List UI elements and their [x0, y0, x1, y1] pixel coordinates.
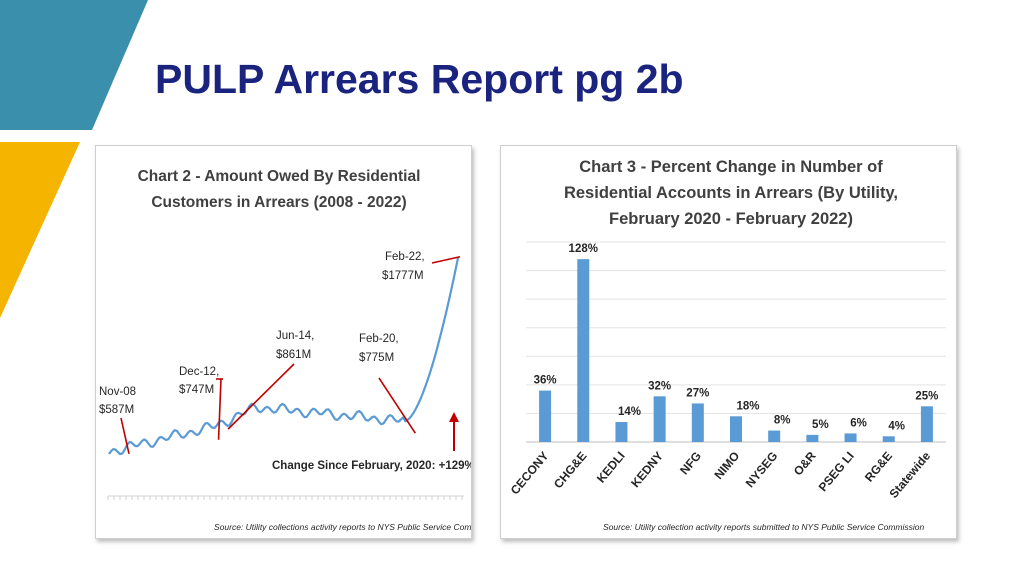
data-label-o-r: 5%: [812, 419, 829, 431]
annotation-nov08-date: Nov-08: [99, 386, 136, 398]
chart-2-panel: Chart 2 - Amount Owed By Residential Cus…: [95, 145, 472, 539]
data-label-nimo: 18%: [736, 400, 759, 412]
data-label-kedny: 32%: [648, 380, 671, 392]
category-label-chg-e: CHG&E: [551, 449, 590, 491]
bar-nfg: [691, 403, 704, 442]
bar-cecony: [539, 390, 552, 442]
category-label-o-r: O&R: [791, 449, 819, 479]
bar-kedli: [615, 422, 628, 442]
data-label-cecony: 36%: [534, 375, 557, 387]
bar-pseg-li: [844, 433, 857, 442]
annotation-pointer-line: [378, 377, 416, 434]
annotation-pointer-line: [431, 255, 461, 264]
annotation-feb22-value: $1777M: [382, 270, 424, 282]
chart-2-title-line-1: Chart 2 - Amount Owed By Residential: [138, 168, 421, 185]
data-label-rg-e: 4%: [888, 420, 905, 432]
annotation-pointer-line: [227, 363, 295, 430]
chart-2-svg: Chart 2 - Amount Owed By Residential Cus…: [99, 168, 471, 532]
category-label-kedli: KEDLI: [594, 449, 628, 486]
category-label-rg-e: RG&E: [862, 449, 895, 485]
chart-2-title-line-2: Customers in Arrears (2008 - 2022): [151, 194, 406, 211]
bar-kedny: [653, 396, 666, 442]
annotation-jun14-date: Jun-14,: [276, 330, 314, 342]
chart-2-x-axis: [107, 495, 464, 500]
chart-3-title-line-3: February 2020 - February 2022): [609, 210, 853, 228]
bar-rg-e: [882, 436, 895, 442]
category-label-nfg: NFG: [677, 449, 704, 477]
annotation-dec12-date: Dec-12,: [179, 366, 219, 378]
annotation-dec12-value: $747M: [179, 384, 214, 396]
bar-statewide: [920, 406, 933, 442]
annotation-feb22-date: Feb-22,: [385, 251, 425, 263]
annotation-pointer-line: [120, 417, 130, 454]
chart-2-source: Source: Utility collections activity rep…: [214, 522, 471, 532]
data-label-nfg: 27%: [686, 387, 709, 399]
annotation-feb20-date: Feb-20,: [359, 333, 399, 345]
annotation-pointer-line: [217, 378, 222, 440]
chart-3-svg: Chart 3 - Percent Change in Number of Re…: [508, 158, 946, 532]
bar-chg-e: [577, 259, 590, 442]
chart-2-series-line: [108, 257, 460, 456]
category-label-statewide: Statewide: [886, 449, 933, 501]
category-label-nimo: NIMO: [711, 449, 742, 482]
chart-3-title-line-2: Residential Accounts in Arrears (By Util…: [564, 184, 898, 202]
change-since-feb-2020-note: Change Since February, 2020: +129%: [272, 460, 471, 472]
slide-decoration: [0, 0, 148, 318]
gold-banner-shape: [0, 142, 80, 318]
data-label-pseg-li: 6%: [850, 417, 867, 429]
data-label-nyseg: 8%: [774, 415, 791, 427]
chart-3-category-labels: CECONY CHG&E KEDLI KEDNY NFG NIMO NYSEG O&RPSEG…: [508, 449, 934, 501]
category-label-pseg-li: PSEG LI: [816, 449, 857, 494]
chart-3-source: Source: Utility collection activity repo…: [603, 522, 924, 532]
chart-2-annotation-pointers: [120, 255, 461, 454]
category-label-cecony: CECONY: [508, 449, 552, 497]
category-label-kedny: KEDNY: [628, 449, 666, 490]
chart-3-title-line-1: Chart 3 - Percent Change in Number of: [579, 158, 883, 176]
annotation-nov08-value: $587M: [99, 404, 134, 416]
data-label-kedli: 14%: [618, 406, 641, 418]
category-label-nyseg: NYSEG: [743, 449, 781, 490]
bar-o-r: [806, 434, 819, 442]
bar-nimo: [730, 416, 742, 442]
chart-3-bars: [539, 259, 933, 442]
slide-title: PULP Arrears Report pg 2b: [155, 56, 684, 102]
annotation-jun14-value: $861M: [276, 349, 311, 361]
chart-3-data-labels: 36% 128% 14% 32% 27% 18% 8% 5% 6% 4% 25%: [534, 243, 939, 432]
chart-3-panel: Chart 3 - Percent Change in Number of Re…: [500, 145, 957, 539]
data-label-statewide: 25%: [915, 390, 938, 402]
change-arrow-head: [449, 412, 459, 422]
data-label-chg-e: 128%: [569, 243, 598, 255]
annotation-feb20-value: $775M: [359, 352, 394, 364]
bar-nyseg: [768, 430, 781, 442]
teal-banner-shape: [0, 0, 148, 130]
